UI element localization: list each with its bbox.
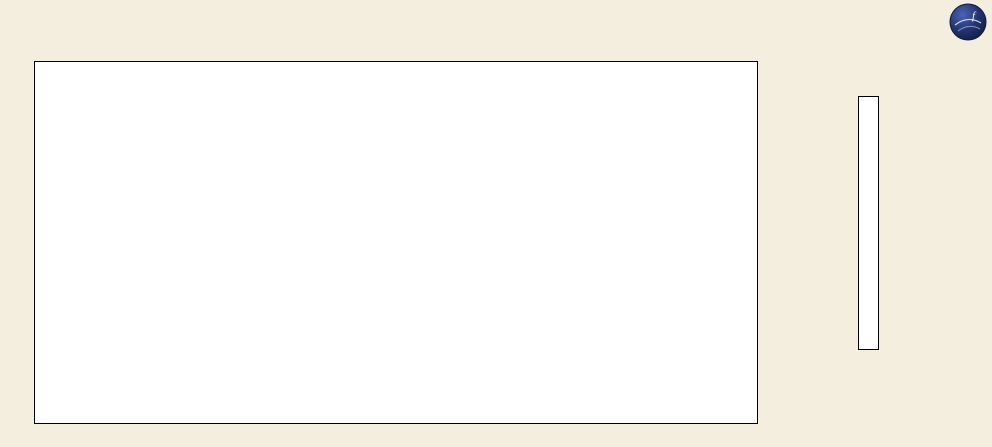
- remss-globe-logo: f: [949, 3, 987, 41]
- colorbar: [858, 96, 879, 350]
- colorbar-canvas: [859, 97, 878, 349]
- svg-text:f: f: [972, 10, 977, 22]
- world-map-canvas: [35, 62, 757, 423]
- world-map: [34, 61, 758, 424]
